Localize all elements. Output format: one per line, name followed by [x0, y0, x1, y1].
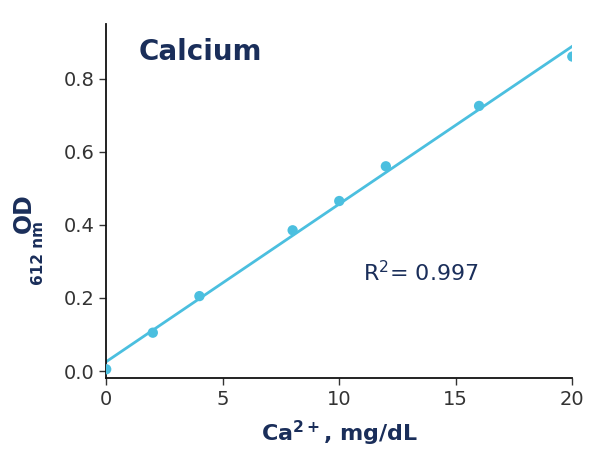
Point [101, 366, 111, 373]
Text: Calcium: Calcium [139, 38, 263, 66]
Text: R$^2$= 0.997: R$^2$= 0.997 [362, 260, 478, 285]
Point [288, 227, 297, 234]
Text: 612 nm: 612 nm [31, 221, 46, 285]
Point [335, 197, 344, 205]
Point [148, 329, 158, 336]
Text: $\mathbf{Ca^{2+}}$, mg/dL: $\mathbf{Ca^{2+}}$, mg/dL [261, 419, 418, 448]
Text: OD: OD [12, 193, 35, 233]
Point [195, 292, 204, 300]
Point [568, 53, 577, 61]
Point [381, 163, 391, 170]
Point [474, 102, 484, 110]
